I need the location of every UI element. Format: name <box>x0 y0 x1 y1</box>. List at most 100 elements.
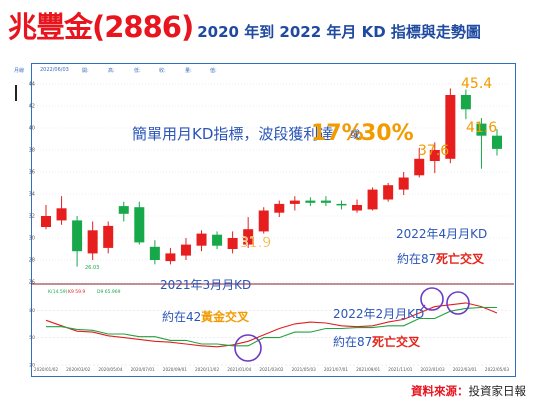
annot-2021-mar-2-hl: 黃金交叉 <box>200 309 250 324</box>
candle-body <box>414 158 425 176</box>
kd-legend-3: D9 65.969 <box>97 289 121 295</box>
info-period: 月線 <box>14 68 25 74</box>
x-tick-label: 2020/09/01 <box>163 367 187 372</box>
kd-tick-label: 50 <box>29 335 35 341</box>
upper-grid <box>37 83 510 283</box>
source-value: 投資家日報 <box>468 384 527 398</box>
x-tick-label: 2021/05/03 <box>292 367 316 372</box>
candle-body <box>72 220 83 252</box>
x-axis-labels: 2020/01/02 2020/03/02 2020/05/04 2020/07/01… <box>34 367 509 372</box>
label-37-6: 37.6 <box>418 143 449 159</box>
candle-body <box>41 216 51 227</box>
x-tick-label: 2021/07/01 <box>324 367 348 372</box>
annot-2021-mar-2-pre: 約在42 <box>162 309 201 324</box>
chart-frame <box>31 63 516 377</box>
x-tick-label: 2020/03/02 <box>66 367 90 372</box>
x-tick-label: 2021/03/02 <box>259 367 283 372</box>
info-open: 開: <box>82 68 89 74</box>
candle-body <box>367 189 378 210</box>
x-tick-label: 2020/05/04 <box>98 367 122 372</box>
candle-body <box>476 123 487 136</box>
y-tick-label: 26 <box>29 280 35 286</box>
golden-cross-circle <box>234 334 262 362</box>
left-marker <box>15 85 17 101</box>
y-tick-label: 38 <box>29 148 35 154</box>
candle-body <box>492 135 502 149</box>
x-tick-label: 2021/11/01 <box>388 367 412 372</box>
headline-pct-1: 17% <box>311 121 364 146</box>
x-tick-label: 2020/07/01 <box>131 367 155 372</box>
kd-legend-1: K(14.59) <box>48 289 68 295</box>
label-31-9: 31.9 <box>240 235 271 251</box>
candle-body <box>460 95 471 110</box>
candle-body <box>196 233 207 246</box>
chart-title: 兆豐金(2886) 2020 年到 2022 年月 KD 指標與走勢圖 <box>8 4 481 46</box>
x-tick-label: 2021/09/01 <box>356 367 380 372</box>
kd-tick-label: 80 <box>29 308 35 314</box>
headline-or: 或 <box>350 129 360 141</box>
candle-body <box>383 185 394 200</box>
y-axis-ticks: 26 28 30 32 34 36 38 40 42 44 <box>29 82 35 286</box>
info-close: 收: <box>159 68 166 74</box>
candle-body <box>180 244 191 256</box>
candles <box>41 88 502 267</box>
title-main: 兆豐金(2886) <box>8 10 194 44</box>
candle-body <box>289 200 300 204</box>
x-tick-label: 2020/11/02 <box>195 367 219 372</box>
x-tick-label: 2022/03/01 <box>453 367 477 372</box>
y-tick-label: 32 <box>29 214 35 220</box>
info-high: 高: <box>108 68 115 74</box>
y-tick-label: 40 <box>29 126 35 132</box>
annot-2022-apr-2-pre: 約在87 <box>397 251 436 266</box>
candle-body <box>320 200 331 203</box>
candle-body <box>103 225 114 248</box>
kd-legend-2: K9 59.9 <box>68 289 85 295</box>
kd-lines <box>45 302 498 348</box>
y-tick-label: 44 <box>29 82 35 88</box>
candle-body <box>305 200 316 203</box>
annot-2022-feb-1: 2022年2月月KD <box>333 307 424 321</box>
x-tick-label: 2022/05/03 <box>485 367 509 372</box>
candle-body <box>274 203 285 213</box>
y-tick-label: 28 <box>29 258 35 264</box>
label-45-4: 45.4 <box>461 76 492 92</box>
annot-2022-feb-2-pre: 約在87 <box>333 334 372 349</box>
annot-2022-apr-2-hl: 死亡交叉 <box>436 251 485 266</box>
feb-arrow <box>419 304 426 312</box>
candle-body <box>212 234 223 246</box>
candle-body <box>56 208 67 221</box>
info-low: 低: <box>134 68 141 74</box>
source-label: 資料來源： <box>411 384 469 398</box>
info-amount: 值: <box>210 68 217 74</box>
kd-tick-label: 20 <box>29 363 35 369</box>
candle-body <box>134 207 145 243</box>
info-bar: 月線 2022/06/03 開: 高: 低: 收: 量: 值: <box>14 67 484 74</box>
candle-body <box>149 246 160 260</box>
info-volume: 量: <box>185 68 192 74</box>
title-sub: 2020 年到 2022 年月 KD 指標與走勢圖 <box>197 23 481 41</box>
x-tick-label: 2020/01/02 <box>34 367 58 372</box>
candle-body <box>165 253 176 262</box>
candle-body <box>445 95 456 159</box>
x-tick-label: 2022/01/03 <box>421 367 445 372</box>
candle-body <box>336 203 347 206</box>
label-low-2603: 26.03 <box>85 265 99 271</box>
candle-body <box>398 177 409 190</box>
death-cross-circle-2 <box>446 291 470 315</box>
candle-body <box>227 238 238 249</box>
y-tick-label: 42 <box>29 104 35 110</box>
label-41-6: 41.6 <box>466 120 497 136</box>
kd-series-d <box>46 306 497 347</box>
y-tick-label: 34 <box>29 192 35 198</box>
headline-text: 簡單用月KD指標，波段獲利達 <box>132 125 333 143</box>
kd-series-k <box>45 302 498 348</box>
candle-body <box>243 229 254 245</box>
death-cross-circle-1 <box>420 287 444 311</box>
y-tick-label: 30 <box>29 236 35 242</box>
source-credit: 資料來源：投資家日報 <box>411 383 526 399</box>
annot-2022-apr-1: 2022年4月月KD <box>396 227 487 241</box>
y-tick-label: 36 <box>29 170 35 176</box>
x-tick-label: 2021/01/04 <box>227 367 251 372</box>
